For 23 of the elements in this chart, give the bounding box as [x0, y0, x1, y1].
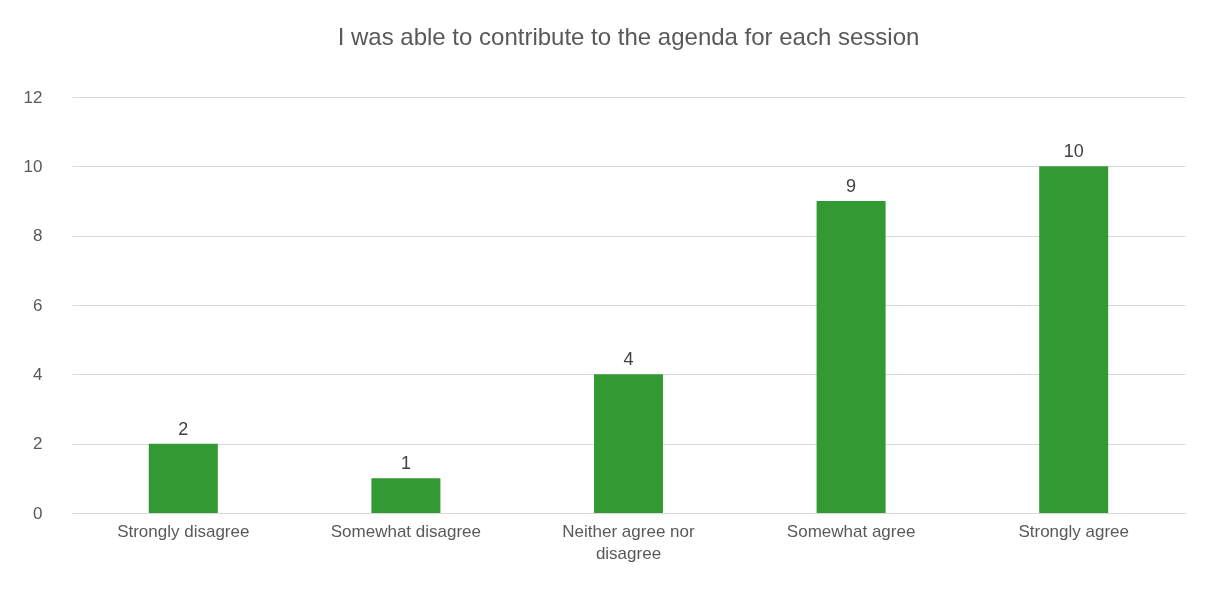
x-tick-label: Strongly disagree: [117, 521, 250, 541]
y-tick-label: 4: [33, 364, 43, 384]
data-label: 10: [1063, 141, 1084, 162]
data-label: 9: [846, 176, 857, 196]
bar: [1039, 166, 1109, 513]
y-tick-label: 8: [33, 226, 43, 246]
y-tick-label: 12: [23, 87, 43, 107]
chart-title: I was able to contribute to the agenda for each session: [337, 23, 920, 50]
x-tick-label: Neither agree nor disagree: [562, 521, 695, 563]
x-tick-label: Somewhat disagree: [330, 521, 482, 541]
data-label: 1: [400, 453, 411, 474]
data-label: 2: [178, 418, 189, 439]
data-label: 4: [623, 349, 634, 370]
y-tick-label: 6: [33, 295, 43, 315]
bar: [371, 478, 441, 513]
x-tick-label: Somewhat agree: [786, 521, 916, 541]
y-tick-label: 0: [33, 503, 43, 523]
bar: [148, 443, 218, 513]
bar: [594, 374, 663, 513]
y-tick-label: 2: [33, 434, 43, 454]
x-tick-label: Strongly agree: [1018, 521, 1129, 541]
bar: [816, 201, 886, 513]
y-tick-label: 10: [23, 156, 43, 176]
